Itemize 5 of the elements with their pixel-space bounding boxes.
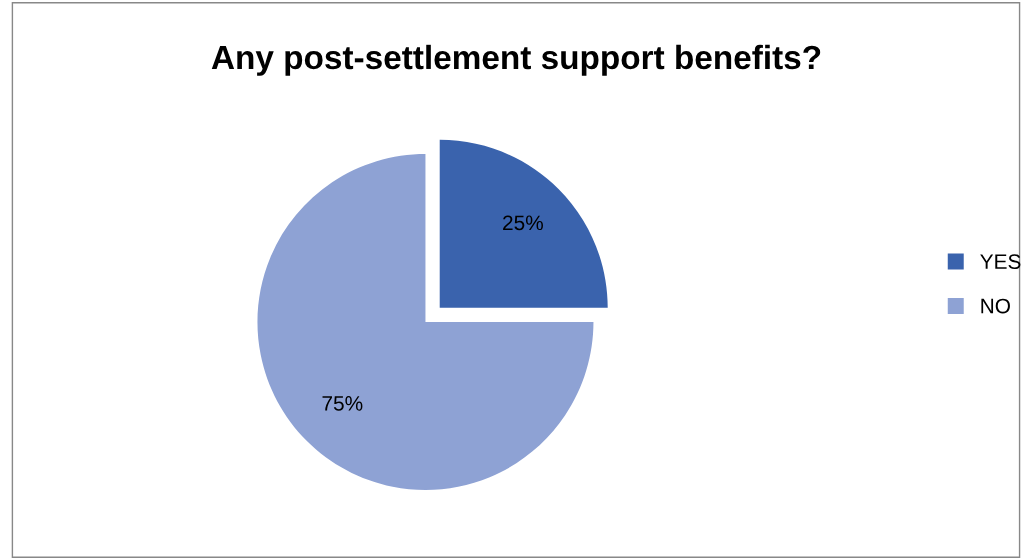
data-label: 75% [322,396,363,411]
data-label: 25% [503,215,543,231]
chart-title: Any post-settlement support benefits? [211,44,821,76]
legend-label: NO [981,298,1010,314]
legend-label: YES [980,254,1021,269]
